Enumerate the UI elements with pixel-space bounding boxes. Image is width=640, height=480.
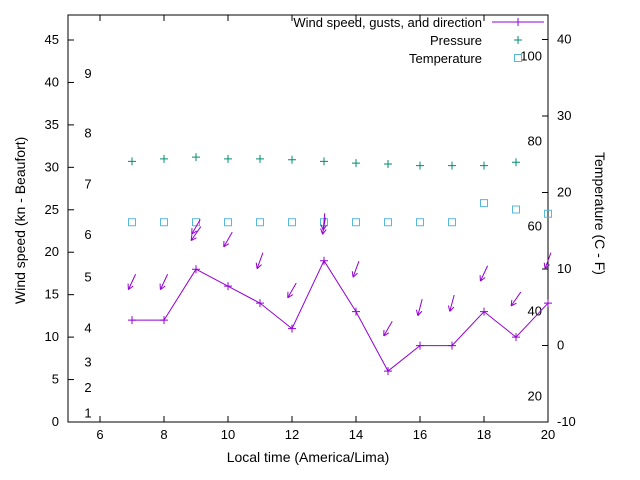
svg-text:40: 40	[45, 74, 59, 89]
svg-text:100: 100	[520, 49, 542, 64]
legend-row-wind: Wind speed, gusts, and direction	[293, 13, 546, 31]
svg-text:0: 0	[52, 414, 59, 429]
y-axis-right-title: Temperature (C - F)	[592, 152, 608, 275]
svg-text:5: 5	[52, 372, 59, 387]
svg-text:15: 15	[45, 287, 59, 302]
svg-text:45: 45	[45, 32, 59, 47]
svg-text:5: 5	[84, 270, 91, 285]
svg-text:8: 8	[160, 427, 167, 442]
svg-text:25: 25	[45, 202, 59, 217]
svg-text:8: 8	[84, 125, 91, 140]
svg-text:40: 40	[557, 32, 571, 47]
svg-text:4: 4	[84, 321, 91, 336]
legend-row-temperature: Temperature	[293, 49, 546, 67]
svg-text:30: 30	[45, 159, 59, 174]
svg-text:35: 35	[45, 117, 59, 132]
x-axis-title: Local time (America/Lima)	[226, 449, 390, 465]
legend-label-pressure: Pressure	[429, 32, 482, 48]
legend-row-pressure: Pressure	[293, 31, 546, 49]
svg-text:10: 10	[557, 261, 571, 276]
svg-text:9: 9	[84, 66, 91, 81]
legend-marker-temperature-icon	[490, 49, 546, 67]
legend-label-wind: Wind speed, gusts, and direction	[293, 14, 482, 30]
svg-text:6: 6	[84, 227, 91, 242]
svg-text:10: 10	[45, 329, 59, 344]
svg-text:6: 6	[96, 427, 103, 442]
svg-text:20: 20	[557, 185, 571, 200]
y-axis-left-title: Wind speed (kn - Beaufort)	[12, 136, 28, 304]
legend-marker-pressure-icon	[490, 31, 546, 49]
svg-text:20: 20	[528, 389, 542, 404]
svg-text:-10: -10	[557, 414, 576, 429]
svg-text:2: 2	[84, 380, 91, 395]
svg-text:60: 60	[528, 219, 542, 234]
svg-text:7: 7	[84, 176, 91, 191]
svg-text:10: 10	[221, 427, 235, 442]
legend-marker-wind-icon	[490, 13, 546, 31]
legend: Wind speed, gusts, and direction Pressur…	[293, 13, 546, 67]
svg-text:3: 3	[84, 355, 91, 370]
legend-label-temperature: Temperature	[409, 50, 482, 66]
svg-text:1: 1	[84, 406, 91, 421]
svg-text:20: 20	[541, 427, 555, 442]
svg-text:18: 18	[477, 427, 491, 442]
svg-text:12: 12	[285, 427, 299, 442]
svg-text:40: 40	[528, 304, 542, 319]
svg-text:80: 80	[528, 134, 542, 149]
svg-text:16: 16	[413, 427, 427, 442]
svg-text:20: 20	[45, 244, 59, 259]
svg-text:14: 14	[349, 427, 363, 442]
svg-text:30: 30	[557, 108, 571, 123]
svg-text:0: 0	[557, 338, 564, 353]
